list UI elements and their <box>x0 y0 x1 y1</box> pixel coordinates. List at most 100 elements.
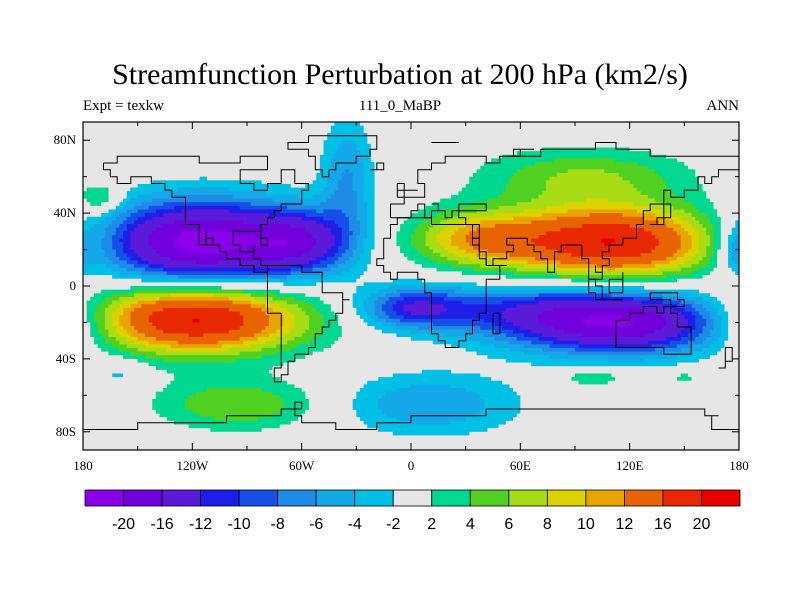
contour-cell <box>465 337 496 342</box>
contour-cell <box>261 180 314 185</box>
contour-cell <box>83 202 91 207</box>
contour-cell <box>243 220 317 225</box>
contour-cell <box>472 202 518 207</box>
contour-cell <box>101 202 121 207</box>
contour-cell <box>483 402 521 407</box>
contour-cell <box>702 304 715 309</box>
contour-cell <box>469 242 536 247</box>
contour-cell <box>400 227 416 232</box>
contour-cell <box>279 289 357 294</box>
contour-cell <box>363 242 376 247</box>
contour-cell <box>330 194 357 200</box>
contour-cell <box>319 162 332 167</box>
contour-cell <box>516 304 664 309</box>
contour-cell <box>261 329 277 334</box>
x-tick-label: 180 <box>729 458 749 473</box>
contour-cell <box>83 125 332 130</box>
contour-cell <box>341 253 354 258</box>
contour-cell <box>137 194 175 200</box>
contour-cell <box>349 242 357 247</box>
contour-cell <box>396 388 467 393</box>
contour-cell <box>666 154 739 160</box>
contour-cell <box>101 213 113 218</box>
contour-cell <box>542 333 583 338</box>
contour-cell <box>655 198 685 203</box>
contour-cell <box>123 220 135 225</box>
contour-cell <box>644 358 700 364</box>
contour-cell <box>137 224 164 229</box>
contour-cell <box>451 238 467 243</box>
contour-cell <box>115 249 124 254</box>
contour-cell <box>374 169 478 174</box>
contour-cell <box>662 296 685 302</box>
contour-cell <box>374 227 401 232</box>
contour-cell <box>101 245 113 251</box>
contour-cell <box>363 165 376 170</box>
colorbar-label: -16 <box>150 516 173 533</box>
contour-cell <box>720 231 733 236</box>
contour-cell <box>272 296 295 302</box>
contour-cell <box>83 366 157 371</box>
contour-cell <box>476 282 739 287</box>
contour-cell <box>429 227 445 232</box>
contour-cell <box>556 216 645 221</box>
contour-cell <box>356 311 368 316</box>
contour-cell <box>83 337 95 342</box>
contour-cell <box>538 315 591 320</box>
contour-cell <box>123 300 139 305</box>
contour-cell <box>691 238 700 243</box>
contour-cell <box>83 286 131 291</box>
contour-cell <box>250 344 277 349</box>
contour-cell <box>440 231 456 236</box>
contour-cell <box>647 340 671 345</box>
contour-cell <box>728 337 739 342</box>
contour-cell <box>720 224 736 229</box>
contour-cell <box>185 406 285 411</box>
contour-cell <box>126 191 153 196</box>
contour-cell <box>330 125 365 130</box>
contour-cell <box>713 224 722 229</box>
contour-cell <box>359 231 368 236</box>
contour-cell <box>327 198 357 203</box>
contour-cell <box>494 337 518 342</box>
contour-cell <box>564 329 656 334</box>
contour-cell <box>480 165 525 170</box>
contour-cell <box>83 198 88 203</box>
contour-cell <box>144 344 172 349</box>
contour-cell <box>283 318 295 324</box>
contour-cell <box>698 289 739 294</box>
contour-cell <box>436 267 474 273</box>
contour-cell <box>374 205 427 211</box>
contour-cell <box>148 264 164 269</box>
contour-cell <box>123 234 131 240</box>
contour-cell <box>308 398 354 404</box>
contour-cell <box>119 322 131 327</box>
contour-cell <box>655 264 678 269</box>
contour-cell <box>374 176 470 181</box>
contour-cell <box>112 300 124 305</box>
contour-cell <box>687 340 704 345</box>
contour-cell <box>389 286 463 291</box>
contour-cell <box>86 216 106 221</box>
contour-cell <box>308 406 354 411</box>
contour-cell <box>392 307 405 313</box>
contour-cell <box>381 329 412 334</box>
contour-cell <box>476 227 562 232</box>
contour-cell <box>717 311 729 316</box>
contour-cell <box>83 333 91 338</box>
contour-cell <box>268 300 288 305</box>
contour-cell <box>465 249 489 254</box>
contour-cell <box>83 245 102 251</box>
contour-cell <box>130 234 150 240</box>
contour-cell <box>112 238 121 243</box>
contour-cell <box>112 220 124 225</box>
contour-cell <box>345 260 357 265</box>
contour-cell <box>720 216 739 221</box>
contour-cell <box>698 242 711 247</box>
contour-cell <box>720 234 729 240</box>
contour-cell <box>330 165 365 170</box>
contour-cell <box>370 315 379 320</box>
contour-cell <box>494 322 514 327</box>
contour-cell <box>691 311 700 316</box>
contour-cell <box>148 242 175 247</box>
